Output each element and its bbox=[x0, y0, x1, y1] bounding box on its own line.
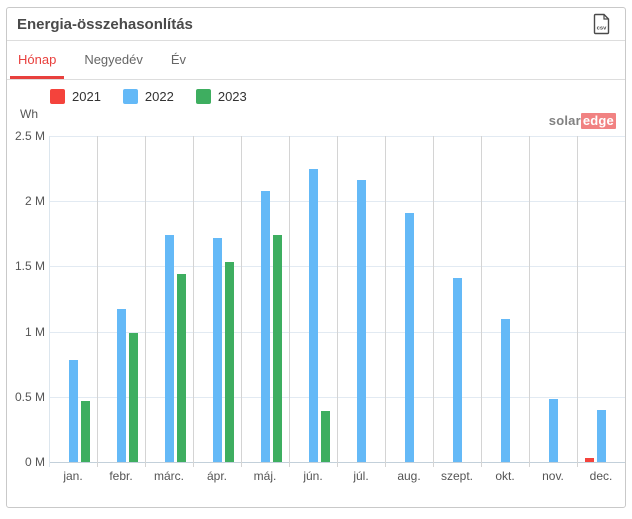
x-gridline bbox=[625, 136, 626, 467]
bar-2022-nov[interactable] bbox=[549, 399, 558, 462]
y-tick-label: 2 M bbox=[24, 194, 45, 208]
x-gridline bbox=[241, 136, 242, 467]
x-axis-label-jún: jún. bbox=[303, 469, 323, 483]
legend-item-2023[interactable]: 2023 bbox=[195, 89, 247, 104]
bar-2023-máj[interactable] bbox=[273, 235, 282, 462]
tab-year[interactable]: Év bbox=[170, 52, 187, 67]
bar-2022-jún[interactable] bbox=[309, 169, 318, 462]
bar-2022-aug[interactable] bbox=[405, 213, 414, 462]
x-axis-label-szept: szept. bbox=[440, 469, 474, 483]
bar-2022-dec[interactable] bbox=[597, 410, 606, 462]
legend-swatch-2021 bbox=[50, 89, 65, 104]
x-axis-label-jan: jan. bbox=[63, 469, 83, 483]
x-axis-label-okt: okt. bbox=[495, 469, 515, 483]
y-axis-unit-label: Wh bbox=[20, 107, 38, 121]
bar-2023-jan[interactable] bbox=[81, 401, 90, 462]
y-tick-label: 0 M bbox=[24, 455, 45, 469]
legend-label-2021: 2021 bbox=[72, 89, 101, 104]
y-tick-label: 1 M bbox=[24, 325, 45, 339]
x-axis-label-febr: febr. bbox=[109, 469, 133, 483]
y-tick-label: 0.5 M bbox=[14, 390, 45, 404]
x-axis-label-nov: nov. bbox=[542, 469, 564, 483]
bar-2022-ápr[interactable] bbox=[213, 238, 222, 462]
x-gridline bbox=[289, 136, 290, 467]
solaredge-logo-edge: edge bbox=[580, 113, 616, 129]
x-axis-label-júl: júl. bbox=[353, 469, 369, 483]
bar-2022-febr[interactable] bbox=[117, 309, 126, 462]
bar-2021-dec[interactable] bbox=[585, 458, 594, 462]
bar-2023-jún[interactable] bbox=[321, 411, 330, 462]
legend-item-2021[interactable]: 2021 bbox=[50, 89, 101, 104]
x-gridline bbox=[145, 136, 146, 467]
x-axis-label-ápr: ápr. bbox=[206, 469, 228, 483]
widget-title: Energia-összehasonlítás bbox=[17, 15, 193, 33]
bar-2022-júl[interactable] bbox=[357, 180, 366, 462]
y-axis-ticks: 2.5 M 2 M 1.5 M 1 M 0.5 M 0 M bbox=[7, 129, 45, 469]
x-axis-labels: jan. febr. márc. ápr. máj. jún. júl. aug. szept.… bbox=[49, 469, 625, 484]
legend-swatch-2023 bbox=[195, 89, 211, 104]
bar-2022-máj[interactable] bbox=[261, 191, 270, 462]
x-gridline bbox=[433, 136, 434, 467]
bar-2022-jan[interactable] bbox=[69, 360, 78, 462]
solaredge-logo: solar edge bbox=[548, 113, 616, 129]
chart-legend: 2021 2022 2023 bbox=[50, 89, 247, 104]
x-gridline bbox=[193, 136, 194, 467]
bar-2023-febr[interactable] bbox=[129, 333, 138, 462]
bar-2022-okt[interactable] bbox=[501, 319, 510, 462]
solaredge-logo-solar: solar bbox=[548, 113, 581, 128]
bar-2022-szept[interactable] bbox=[453, 278, 462, 462]
tab-month[interactable]: Hónap bbox=[10, 44, 65, 79]
x-gridline bbox=[49, 136, 50, 467]
x-gridline bbox=[97, 136, 98, 467]
csv-file-icon: csv bbox=[593, 13, 610, 35]
widget-header: Energia-összehasonlítás csv bbox=[7, 8, 625, 41]
bar-2022-márc[interactable] bbox=[165, 235, 174, 462]
y-tick-label: 2.5 M bbox=[14, 129, 45, 143]
x-gridline bbox=[529, 136, 530, 467]
bar-2023-márc[interactable] bbox=[177, 274, 186, 462]
tab-bar: Hónap Negyedév Év bbox=[7, 41, 625, 80]
x-axis-label-aug: aug. bbox=[397, 469, 421, 483]
x-axis-label-máj: máj. bbox=[253, 469, 277, 483]
x-gridline bbox=[385, 136, 386, 467]
chart-region: 2021 2022 2023 Wh solar edge 2.5 M 2 M 1.5 … bbox=[7, 80, 625, 506]
legend-label-2022: 2022 bbox=[144, 89, 174, 104]
legend-label-2023: 2023 bbox=[217, 89, 247, 104]
x-axis-label-dec: dec. bbox=[589, 469, 613, 483]
tab-quarter[interactable]: Negyedév bbox=[84, 52, 143, 67]
legend-item-2022[interactable]: 2022 bbox=[122, 89, 174, 104]
bar-2023-ápr[interactable] bbox=[225, 262, 234, 462]
plot-area bbox=[49, 136, 625, 467]
x-gridline bbox=[337, 136, 338, 467]
x-axis-label-márc: márc. bbox=[154, 469, 184, 483]
y-tick-label: 1.5 M bbox=[14, 259, 45, 273]
csv-export-button[interactable]: csv bbox=[591, 11, 613, 37]
energy-comparison-widget: Energia-összehasonlítás csv Hónap Negyed… bbox=[6, 7, 626, 508]
legend-swatch-2022 bbox=[122, 89, 138, 104]
csv-icon-label: csv bbox=[597, 26, 607, 32]
x-gridline bbox=[481, 136, 482, 467]
x-gridline bbox=[577, 136, 578, 467]
